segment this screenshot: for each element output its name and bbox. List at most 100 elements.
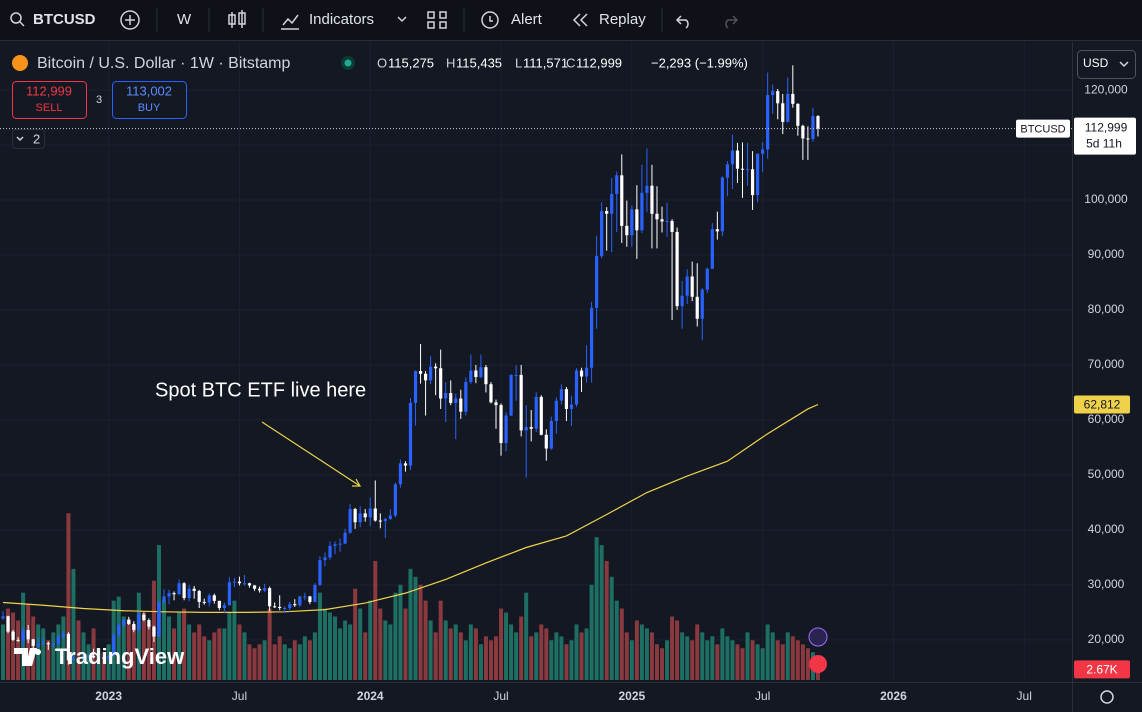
candle-body xyxy=(6,616,10,632)
volume-bar xyxy=(237,624,242,680)
candle-body xyxy=(489,384,493,403)
candle-body xyxy=(640,192,644,231)
event-icon[interactable] xyxy=(809,655,827,673)
volume-bar xyxy=(675,620,680,680)
volume-bar xyxy=(710,636,715,680)
candle-body xyxy=(816,116,820,129)
volume-bar xyxy=(705,640,710,680)
volume-bar xyxy=(86,644,91,680)
candle-body xyxy=(620,175,624,226)
candle-body xyxy=(333,544,337,546)
candle-body xyxy=(403,463,408,466)
volume-bar xyxy=(212,632,217,680)
volume-bar xyxy=(177,612,182,680)
compare-button[interactable] xyxy=(120,10,140,30)
indicators-toggle[interactable] xyxy=(12,129,45,149)
alert-button[interactable]: Alert xyxy=(511,11,543,28)
candle-body xyxy=(71,658,76,661)
ohlc-label: C xyxy=(566,55,575,70)
y-tick-label: 120,000 xyxy=(1084,82,1128,96)
buy-button[interactable] xyxy=(112,81,187,119)
volume-bar xyxy=(443,620,448,680)
alert-icon xyxy=(481,11,499,29)
undo-button[interactable] xyxy=(675,15,689,29)
event-icon[interactable] xyxy=(808,627,828,647)
volume-bar xyxy=(227,612,232,680)
candle-body xyxy=(147,620,151,627)
redo-button[interactable] xyxy=(725,15,739,29)
volume-bar xyxy=(403,608,408,680)
ohlc-label: O xyxy=(377,55,387,70)
volume-bar xyxy=(463,640,468,680)
candle-body xyxy=(16,639,20,641)
settings-button[interactable] xyxy=(1100,690,1114,704)
volume-bar xyxy=(373,560,378,680)
volume-bar xyxy=(272,644,277,680)
candle-body xyxy=(655,213,659,220)
volume-bar xyxy=(11,612,16,680)
volume-bar xyxy=(71,568,76,680)
volume-bar xyxy=(222,628,227,680)
volume-bar xyxy=(524,592,529,680)
replay-button[interactable]: Replay xyxy=(599,11,646,28)
candle-body xyxy=(635,209,639,231)
volume-bar xyxy=(599,545,604,680)
search-icon xyxy=(19,21,25,27)
candle-body xyxy=(96,657,101,659)
candle-body xyxy=(569,404,574,409)
layouts-button[interactable] xyxy=(427,11,447,29)
candle-body xyxy=(725,164,730,178)
volume-bar xyxy=(695,624,700,680)
candle-body xyxy=(584,367,589,377)
candle-body xyxy=(534,396,538,429)
volume-bar xyxy=(317,592,322,680)
candle-body xyxy=(695,296,699,319)
volume-bar xyxy=(473,628,478,680)
volume-bar xyxy=(136,592,141,680)
sell-button[interactable] xyxy=(12,81,87,119)
candle-body xyxy=(207,595,211,603)
search-icon[interactable] xyxy=(10,12,22,24)
candle-body xyxy=(469,370,473,383)
symbol-tag xyxy=(1016,119,1070,138)
candle-body xyxy=(625,225,629,236)
volume-bar xyxy=(51,632,56,680)
candle-body xyxy=(363,513,367,518)
candle-body xyxy=(660,219,664,222)
volume-bar xyxy=(488,640,493,680)
alert-icon xyxy=(489,16,493,22)
candle-body xyxy=(564,389,569,409)
candle-body xyxy=(579,370,584,377)
moving-average xyxy=(2,403,819,613)
candle-body xyxy=(610,193,614,214)
candle-body xyxy=(217,600,221,608)
volume-bar xyxy=(262,640,267,680)
volume-bar xyxy=(639,624,644,680)
candle-body xyxy=(454,398,458,403)
ohlc-label: L xyxy=(515,55,522,70)
candle-body xyxy=(429,366,433,381)
candle-body xyxy=(348,509,352,533)
volume-bar xyxy=(720,628,725,680)
candle-body xyxy=(423,373,428,381)
volume-bar xyxy=(202,636,207,680)
indicators-menu[interactable] xyxy=(397,16,407,23)
x-tick-label: 2025 xyxy=(618,689,645,703)
indicators-button[interactable]: Indicators xyxy=(309,11,374,28)
candle-body xyxy=(539,396,543,435)
currency-button[interactable] xyxy=(1077,50,1136,79)
candle-body xyxy=(685,276,689,296)
logo-mark xyxy=(14,648,37,666)
symbol-search[interactable]: BTCUSD xyxy=(33,11,96,28)
candle-body xyxy=(700,289,704,319)
interval-button[interactable]: W xyxy=(177,11,192,28)
ma-tag-label: 62,812 xyxy=(1084,398,1121,412)
volume-bar xyxy=(353,588,358,680)
volume-bar xyxy=(458,632,463,680)
volume-bar xyxy=(735,644,740,680)
volume-bar xyxy=(448,628,453,680)
chart-type-button[interactable] xyxy=(228,10,246,28)
chevron xyxy=(16,136,24,142)
candle-body xyxy=(91,655,96,658)
